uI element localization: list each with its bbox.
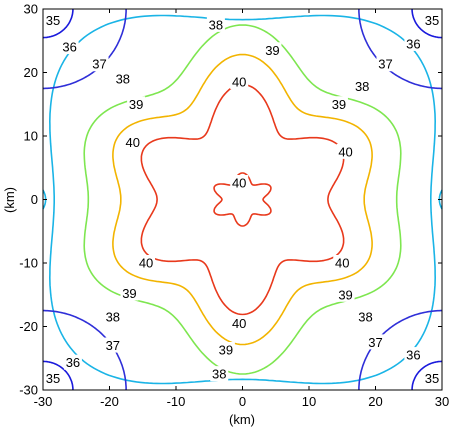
y-axis-ticks: -30 -20 -10 0 10 20 30 [19, 2, 442, 398]
contour-label: 37 [378, 57, 392, 72]
x-tick-label: 20 [368, 394, 382, 409]
contour-label-bg [329, 96, 348, 112]
contour-label: 40 [126, 135, 140, 150]
contour-label: 36 [66, 355, 80, 370]
contour-label-bg [336, 286, 355, 302]
x-axis-ticks: -30 -20 -10 0 10 20 30 [34, 9, 449, 409]
contour-38 [83, 24, 402, 375]
contour-label-bg [103, 337, 122, 353]
contour-label: 38 [106, 309, 120, 324]
contour-label: 38 [116, 71, 130, 86]
x-tick-label: 30 [435, 394, 449, 409]
contour-label: 39 [265, 43, 279, 58]
contour-label-bg [336, 143, 355, 159]
contour-label-bg [356, 308, 375, 324]
contour-label: 37 [106, 338, 120, 353]
y-tick-label: -20 [19, 319, 38, 334]
contour-label-bg [263, 42, 282, 58]
contour-lines [42, 8, 443, 391]
contour-label: 38 [355, 79, 369, 94]
contour-label-bg [43, 12, 62, 28]
contour-35 [411, 360, 443, 391]
contour-label: 38 [358, 309, 372, 324]
contour-label-bg [103, 308, 122, 324]
contour-label-bg [120, 285, 139, 301]
contour-label-bg [333, 255, 352, 270]
contour-35 [42, 360, 74, 391]
contour-label: 40 [232, 316, 246, 331]
contour-label: 36 [406, 36, 420, 51]
contour-label-bg [376, 56, 395, 72]
contour-label-bg [60, 39, 79, 55]
contour-label-bg [230, 315, 249, 331]
contour-label-bg [366, 334, 385, 350]
contour-label-bg [206, 16, 225, 32]
contour-label: 38 [209, 17, 223, 32]
contour-39 [112, 53, 373, 346]
contour-label-bg [216, 341, 235, 357]
contour-36 [43, 309, 127, 390]
x-tick-label: -20 [100, 394, 119, 409]
y-tick-label: 0 [31, 192, 38, 207]
contour-40-inner [213, 172, 272, 227]
contour-label: 40 [139, 256, 153, 271]
contour-label: 39 [129, 97, 143, 112]
contour-label-bg [230, 74, 249, 90]
contour-label: 36 [406, 348, 420, 363]
contour-label-bg [127, 96, 146, 112]
contour-37 [49, 14, 436, 385]
contour-label: 40 [338, 144, 352, 159]
contour-label-bg [137, 255, 156, 270]
contour-label-bg [123, 134, 142, 150]
contour-label: 35 [46, 371, 60, 386]
contour-label: 35 [425, 371, 439, 386]
contour-label-bg [113, 70, 132, 86]
contour-label-bg [63, 354, 82, 370]
contour-35 [42, 8, 74, 39]
contour-36 [358, 309, 442, 390]
contour-label-bg [404, 347, 423, 363]
contour-label: 39 [338, 287, 352, 302]
y-tick-label: -30 [19, 383, 38, 398]
contour-label: 37 [92, 57, 106, 72]
contour-label-bg [423, 12, 442, 28]
contour-label: 36 [62, 40, 76, 55]
contour-label: 35 [46, 13, 60, 28]
x-tick-label: 10 [302, 394, 316, 409]
y-tick-label: 30 [24, 2, 38, 17]
contour-label: 40 [232, 75, 246, 90]
contour-label-bg [423, 370, 442, 386]
x-tick-label: -10 [167, 394, 186, 409]
contour-label: 39 [219, 342, 233, 357]
contour-label-bg [404, 35, 423, 51]
x-tick-label: -30 [34, 394, 53, 409]
contour-label: 39 [332, 97, 346, 112]
contour-35 [411, 8, 443, 39]
contour-label: 35 [425, 13, 439, 28]
contour-40 [140, 83, 345, 316]
y-tick-label: -10 [19, 256, 38, 271]
x-tick-label: 0 [239, 394, 246, 409]
contour-label: 40 [232, 175, 246, 190]
y-axis-label: (km) [2, 187, 17, 213]
contour-label: 39 [122, 286, 136, 301]
contour-label-bg [210, 366, 229, 382]
y-tick-label: 10 [24, 129, 38, 144]
x-axis-label: (km) [229, 412, 255, 427]
contour-label: 38 [212, 367, 226, 382]
contour-label-bg [90, 56, 109, 72]
contour-label: 40 [335, 256, 349, 271]
contour-label: 37 [368, 335, 382, 350]
y-tick-label: 20 [24, 65, 38, 80]
contour-label-bg [43, 370, 62, 386]
contour-label-bg [353, 78, 372, 94]
contour-label-bg [230, 174, 249, 190]
